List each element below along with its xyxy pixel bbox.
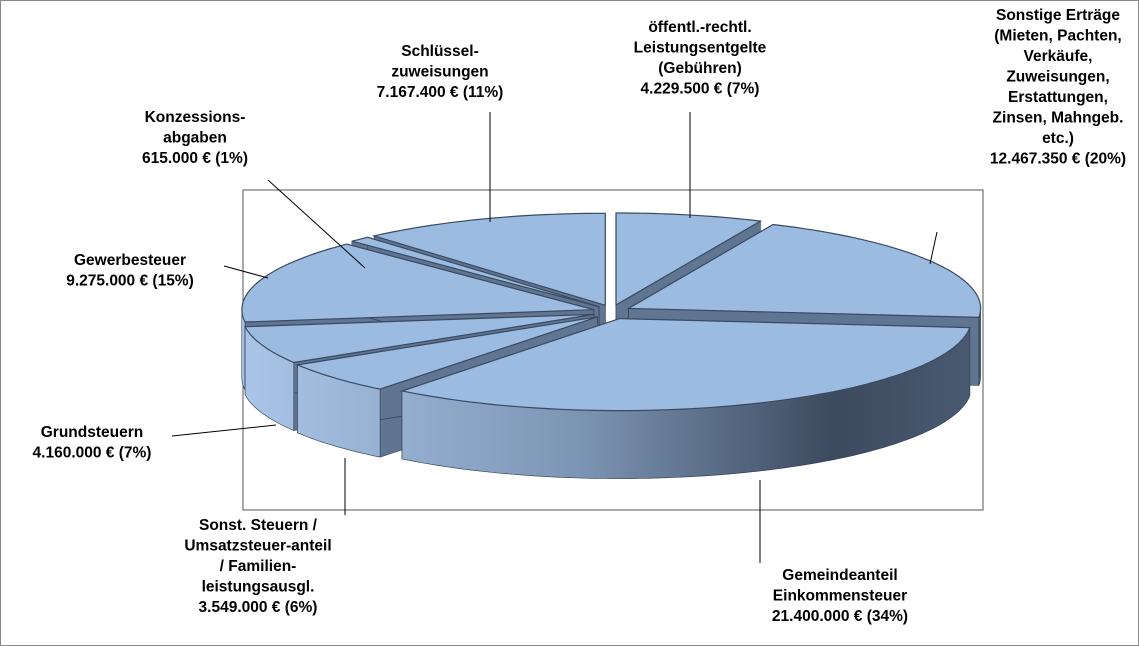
data-label: Konzessions-abgaben 615.000 € (1%) [142,109,248,167]
label-line: Zuweisungen, [1006,69,1109,86]
slice [351,236,600,308]
label-line: Gewerbesteuer [74,252,186,269]
slice-wall [978,308,981,386]
label-line: zuweisungen [391,64,488,81]
label-line: (Gebühren) [658,60,742,77]
value-label: 7.167.400 € (11%) [377,84,504,101]
slice [244,313,594,364]
value-label: 615.000 € (1%) [142,150,248,167]
label-line: (Mieten, Pachten, [994,28,1121,45]
data-label: Schlüssel-zuweisungen 7.167.400 € (11%) [377,43,504,101]
label-line: Konzessions- [145,109,246,126]
data-label: Sonstige Erträge (Mieten, Pachten, Verkäuf… [990,7,1126,168]
label-line: Erstattungen, [1008,89,1108,106]
label-line: abgaben [163,130,227,147]
label-line: öffentl.-rechtl. [648,19,751,36]
label-line: Grundsteuern [41,424,143,441]
slice [295,316,598,390]
label-line: / Familien- [220,558,297,575]
data-label: öffentl.-rechtl. Leistungsentgelte (Gebühr… [634,19,767,98]
slice [626,223,982,319]
label-line: Verkäufe, [1024,48,1093,65]
slice [399,317,971,412]
data-label: Sonst. Steuern / Umsatzsteuer-anteil / Fam… [184,517,331,616]
slice [241,243,594,323]
label-line: Sonstige Erträge [996,7,1120,24]
data-label: Gemeindeanteil Einkommensteuer 21.400.000 … [772,567,908,625]
data-label: Gewerbesteuer 9.275.000 € (15%) [66,252,194,290]
leader-line [171,424,277,437]
label-line: Gemeindeanteil [782,567,897,584]
label-line: Umsatzsteuer-anteil [184,538,331,555]
value-label: 9.275.000 € (15%) [66,273,194,290]
label-line: Schlüssel- [401,43,479,60]
label-line: leistungsausgl. [202,579,315,596]
leader-line [223,265,269,279]
leader-line [929,231,938,265]
value-label: 4.229.500 € (7%) [641,81,760,98]
value-label: 3.549.000 € (6%) [199,599,318,616]
slice [371,212,606,307]
label-line: Zinsen, Mahngeb. [993,110,1124,127]
value-label: 4.160.000 € (7%) [33,445,152,462]
data-label: Grundsteuern 4.160.000 € (7%) [33,424,152,462]
value-label: 12.467.350 € (20%) [990,151,1126,168]
label-line: Einkommensteuer [773,588,907,605]
leader-line [267,179,366,269]
value-label: 21.400.000 € (34%) [772,608,908,625]
label-line: Leistungsentgelte [634,40,767,57]
label-line: etc.) [1042,130,1074,147]
label-line: Sonst. Steuern / [199,517,318,534]
